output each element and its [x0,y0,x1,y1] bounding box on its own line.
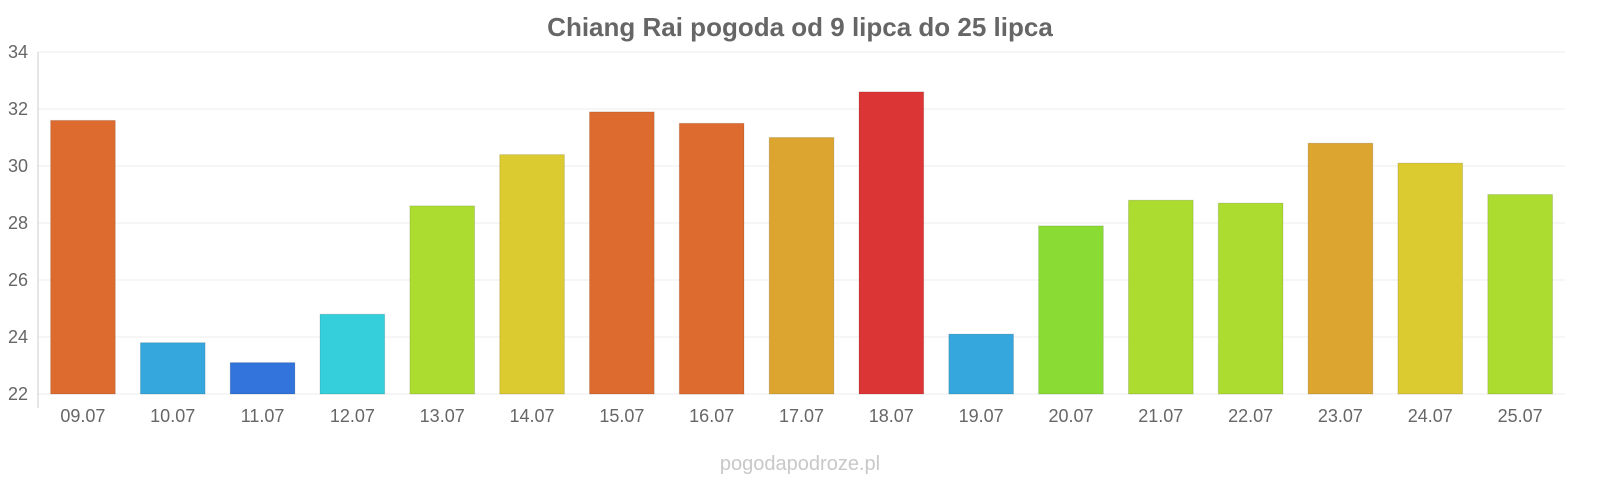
x-tick-label: 17.07 [779,406,824,426]
bar-13.07 [409,205,476,395]
x-axis-ticks: 09.07 10.07 11.07 12.07 13.07 14.07 15.07 16.07… [60,406,1542,426]
x-tick-label: 12.07 [330,406,375,426]
x-tick-label: 11.07 [241,406,285,426]
bar-24.07 [1397,162,1464,395]
bar-18.07 [858,91,925,395]
x-tick-label: 24.07 [1408,406,1453,426]
x-tick-label: 13.07 [420,406,465,426]
bar-22.07 [1217,202,1284,395]
bar-17.07 [768,137,835,395]
bar-15.07 [589,111,655,395]
x-tick-label: 21.07 [1138,406,1183,426]
bars [50,91,1554,395]
y-tick-label: 30 [8,156,28,176]
bar-14.07 [499,154,565,395]
y-tick-label: 34 [8,42,28,62]
x-tick-label: 16.07 [689,406,734,426]
bar-20.07 [1038,225,1104,395]
bar-23.07 [1307,142,1374,395]
bar-10.07 [139,342,206,395]
bar-16.07 [678,122,745,395]
x-tick-label: 20.07 [1048,406,1093,426]
bar-09.07 [50,119,116,395]
x-tick-label: 25.07 [1498,406,1543,426]
x-tick-label: 19.07 [959,406,1004,426]
bar-11.07 [229,362,296,395]
bar-21.07 [1128,199,1194,395]
x-tick-label: 10.07 [150,406,195,426]
x-tick-label: 09.07 [60,406,105,426]
y-axis-ticks: 22 24 26 28 30 32 34 [8,42,28,404]
y-tick-label: 22 [8,384,28,404]
bar-12.07 [319,313,386,395]
x-tick-label: 18.07 [869,406,914,426]
bar-19.07 [948,333,1014,395]
y-tick-label: 24 [8,327,28,347]
x-tick-label: 22.07 [1228,406,1273,426]
chart-title: Chiang Rai pogoda od 9 lipca do 25 lipca [547,12,1053,42]
x-tick-label: 23.07 [1318,406,1363,426]
bar-25.07 [1487,194,1554,395]
y-tick-label: 26 [8,270,28,290]
y-tick-label: 28 [8,213,28,233]
x-tick-label: 14.07 [509,406,554,426]
x-tick-label: 15.07 [599,406,644,426]
watermark-text: pogodapodroze.pl [720,453,880,475]
y-tick-label: 32 [8,99,28,119]
